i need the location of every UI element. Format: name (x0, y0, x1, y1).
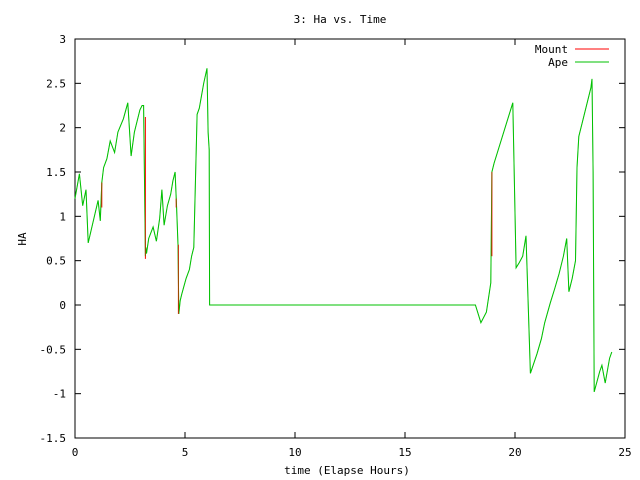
x-tick-label: 0 (72, 446, 79, 459)
series-line-overlay (74, 68, 613, 393)
y-tick-label: 2 (59, 122, 66, 135)
y-tick-label: -0.5 (40, 343, 67, 356)
y-tick-label: 1.5 (46, 166, 66, 179)
x-tick-label: 5 (182, 446, 189, 459)
x-tick-label: 25 (618, 446, 631, 459)
legend-label: Mount (535, 43, 568, 56)
y-tick-label: -1.5 (40, 432, 67, 445)
x-tick-label: 15 (398, 446, 411, 459)
y-tick-label: 0 (59, 299, 66, 312)
y-tick-label: 1 (59, 210, 66, 223)
series-lines (74, 68, 613, 393)
y-tick-label: 2.5 (46, 77, 66, 90)
y-tick-label: -1 (53, 388, 66, 401)
legend-label: Ape (548, 56, 568, 69)
x-tick-label: 20 (508, 446, 521, 459)
y-tick-label: 0.5 (46, 255, 66, 268)
y-axis-label: HA (16, 232, 29, 246)
y-tick-label: 3 (59, 33, 66, 46)
series-line-ape (74, 68, 613, 393)
x-axis-label: time (Elapse Hours) (284, 464, 410, 477)
plot-frame (74, 38, 626, 439)
x-tick-label: 10 (288, 446, 301, 459)
chart-title: 3: Ha vs. Time (294, 13, 387, 26)
axes: 0 5 10 15 20 25 -1.5 -1 -0.5 0 0.5 1 1.5 2 2.5 3 (40, 33, 632, 459)
